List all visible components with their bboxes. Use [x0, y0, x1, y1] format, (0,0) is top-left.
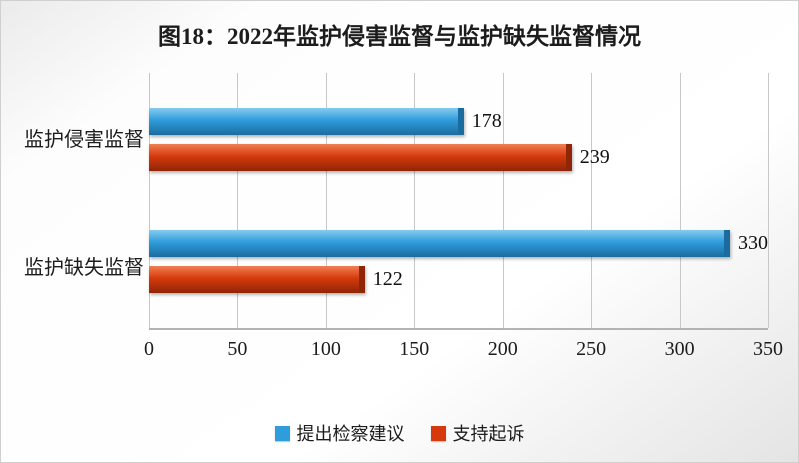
category-label: 监护缺失监督: [24, 257, 144, 280]
legend-item: 支持起诉: [430, 420, 525, 446]
x-tick-label: 250: [576, 338, 607, 360]
bar-group: 178 239: [149, 108, 768, 172]
plot-area: 178 239 330 122: [149, 73, 769, 330]
bar: [149, 144, 572, 172]
legend-swatch: [430, 425, 446, 441]
legend-label: 提出检察建议: [296, 424, 405, 444]
category-labels: 监护侵害监督 监护缺失监督: [19, 73, 149, 366]
category-label: 监护侵害监督: [24, 128, 144, 151]
gridline: [325, 73, 327, 328]
x-tick-label: 50: [227, 338, 248, 360]
x-axis: 0 50 100 150 200 250 300 350: [144, 330, 783, 366]
gridline: [237, 73, 239, 328]
gridline: [149, 73, 150, 328]
bar-row: 178: [149, 108, 768, 136]
gridline: [768, 73, 769, 328]
legend-swatch: [274, 425, 290, 441]
bar-value-label: 330: [738, 231, 768, 254]
legend-label: 支持起诉: [452, 424, 525, 444]
chart-area: 监护侵害监督 监护缺失监督 178 239 330 122 0 50 100 150 200 25…: [19, 73, 783, 366]
bar-value-label: 178: [471, 110, 502, 133]
x-tick-label: 350: [753, 338, 783, 360]
chart-title: 图18：2022年监护侵害监督与监护缺失监督情况: [158, 24, 641, 49]
bar: [149, 265, 365, 293]
plot-wrap: 178 239 330 122 0 50 100 150 200 250 300 350: [144, 73, 783, 366]
gridline: [591, 73, 593, 328]
bar-row: 122: [149, 265, 768, 293]
bar-group: 330 122: [149, 229, 768, 293]
gridline: [414, 73, 416, 328]
x-tick-label: 150: [399, 338, 430, 360]
x-tick-label: 300: [664, 338, 695, 360]
bar-row: 330: [149, 229, 768, 257]
legend: 提出检察建议 支持起诉: [1, 420, 798, 446]
bar-groups: 178 239 330 122: [149, 79, 768, 322]
bar: [149, 108, 464, 136]
legend-item: 提出检察建议: [274, 420, 405, 446]
bar-value-label: 239: [579, 146, 610, 169]
gridline: [502, 73, 504, 328]
bar-value-label: 122: [372, 267, 403, 290]
bar-row: 239: [149, 144, 768, 172]
x-tick-label: 100: [310, 338, 341, 360]
x-tick-label: 200: [487, 338, 518, 360]
gridline: [679, 73, 681, 328]
bar: [149, 229, 730, 257]
x-tick-label: 0: [144, 338, 154, 360]
